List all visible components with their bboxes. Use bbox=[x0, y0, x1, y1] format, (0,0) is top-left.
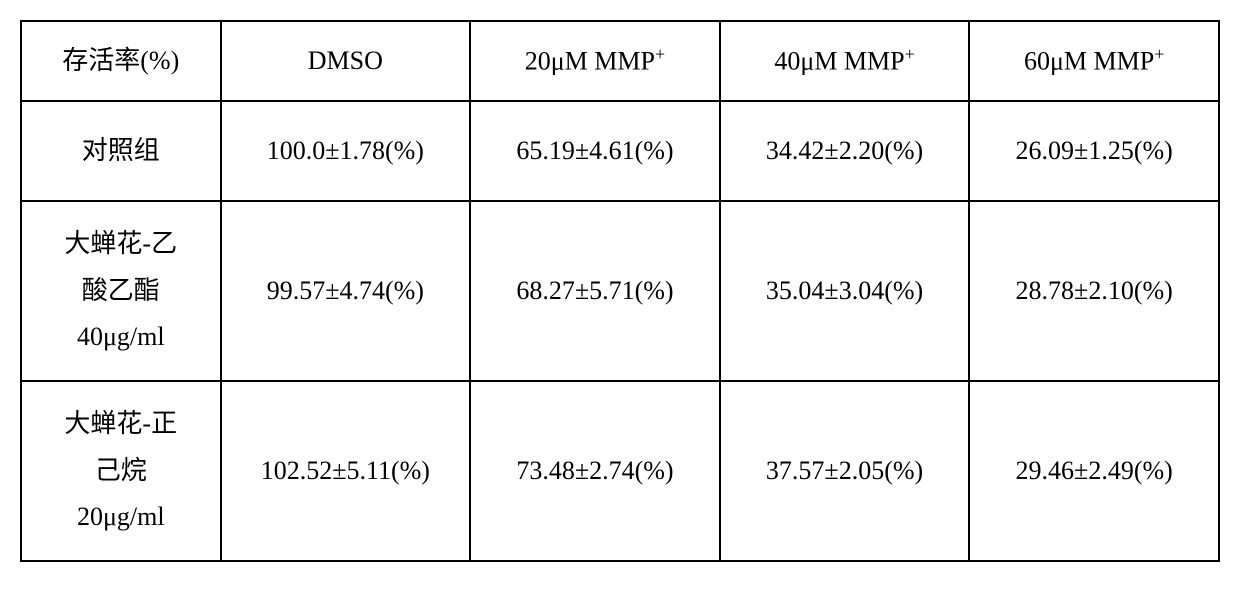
data-cell: 68.27±5.71(%) bbox=[470, 201, 720, 381]
table-row: 大蝉花-乙酸乙酯40μg/ml 99.57±4.74(%) 68.27±5.71… bbox=[21, 201, 1219, 381]
data-cell: 65.19±4.61(%) bbox=[470, 101, 720, 201]
table-header-row: 存活率(%) DMSO 20μM MMP+ 40μM MMP+ 60μM MMP… bbox=[21, 21, 1219, 101]
header-cell-label: 存活率(%) bbox=[21, 21, 221, 101]
data-cell: 28.78±2.10(%) bbox=[969, 201, 1219, 381]
row-label-control: 对照组 bbox=[21, 101, 221, 201]
data-cell: 73.48±2.74(%) bbox=[470, 381, 720, 561]
header-cell-60um: 60μM MMP+ bbox=[969, 21, 1219, 101]
data-cell: 102.52±5.11(%) bbox=[221, 381, 471, 561]
data-cell: 29.46±2.49(%) bbox=[969, 381, 1219, 561]
header-cell-20um: 20μM MMP+ bbox=[470, 21, 720, 101]
data-cell: 37.57±2.05(%) bbox=[720, 381, 970, 561]
data-cell: 99.57±4.74(%) bbox=[221, 201, 471, 381]
header-cell-dmso: DMSO bbox=[221, 21, 471, 101]
data-cell: 35.04±3.04(%) bbox=[720, 201, 970, 381]
header-cell-40um: 40μM MMP+ bbox=[720, 21, 970, 101]
row-label-ethyl-acetate: 大蝉花-乙酸乙酯40μg/ml bbox=[21, 201, 221, 381]
data-cell: 100.0±1.78(%) bbox=[221, 101, 471, 201]
survival-rate-table: 存活率(%) DMSO 20μM MMP+ 40μM MMP+ 60μM MMP… bbox=[20, 20, 1220, 562]
data-cell: 26.09±1.25(%) bbox=[969, 101, 1219, 201]
row-label-hexane: 大蝉花-正己烷20μg/ml bbox=[21, 381, 221, 561]
table-row: 大蝉花-正己烷20μg/ml 102.52±5.11(%) 73.48±2.74… bbox=[21, 381, 1219, 561]
data-cell: 34.42±2.20(%) bbox=[720, 101, 970, 201]
table-row: 对照组 100.0±1.78(%) 65.19±4.61(%) 34.42±2.… bbox=[21, 101, 1219, 201]
